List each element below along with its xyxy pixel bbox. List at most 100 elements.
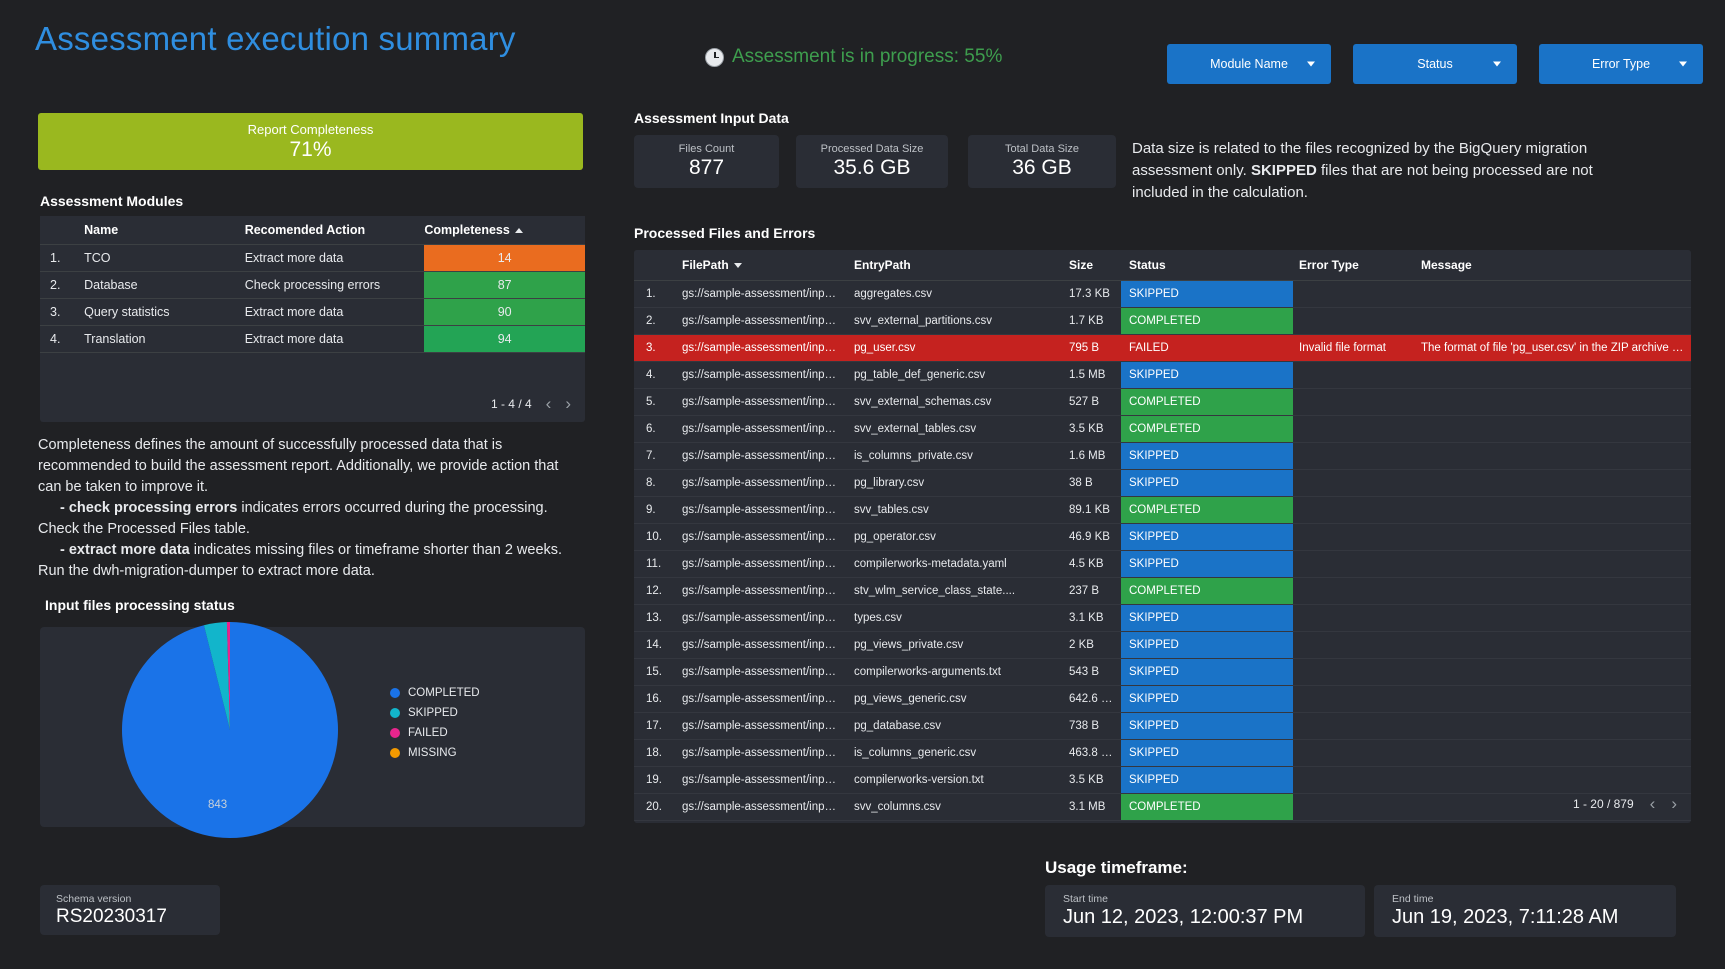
table-row[interactable]: 11. gs://sample-assessment/input... compil… — [634, 550, 1691, 578]
table-row[interactable]: 19. gs://sample-assessment/input... compil… — [634, 766, 1691, 794]
filter-status[interactable]: Status — [1353, 44, 1517, 84]
table-row[interactable]: 12. gs://sample-assessment/input... stv_wl… — [634, 577, 1691, 605]
file-index: 10. — [634, 523, 676, 551]
table-row[interactable]: 1. gs://sample-assessment/input... aggrega… — [634, 280, 1691, 308]
file-size: 3.1 KB — [1063, 604, 1121, 632]
table-row[interactable]: 5. gs://sample-assessment/input... svv_ext… — [634, 388, 1691, 416]
table-row[interactable]: 9. gs://sample-assessment/input... svv_tab… — [634, 496, 1691, 524]
page-title: Assessment execution summary — [35, 20, 516, 57]
module-completeness: 14 — [424, 244, 585, 272]
filter-module-name-label: Module Name — [1210, 57, 1288, 71]
table-row[interactable]: 13. gs://sample-assessment/input... types.… — [634, 604, 1691, 632]
filter-module-name[interactable]: Module Name — [1167, 44, 1331, 84]
files-col-message[interactable]: Message — [1415, 250, 1691, 281]
file-message — [1415, 361, 1691, 389]
file-entry-path: svv_columns.csv — [848, 793, 1063, 821]
status-badge: SKIPPED — [1121, 740, 1293, 766]
file-size: 2 KB — [1063, 631, 1121, 659]
file-error-type — [1293, 307, 1415, 335]
file-error-type — [1293, 658, 1415, 686]
table-row[interactable]: 2. gs://sample-assessment/input... svv_ext… — [634, 307, 1691, 335]
file-error-type — [1293, 469, 1415, 497]
file-path: gs://sample-assessment/input... — [676, 793, 848, 821]
files-col-filepath[interactable]: FilePath — [676, 250, 848, 281]
modules-col-completeness-label: Completeness — [424, 223, 510, 237]
legend-label: COMPLETED — [408, 687, 480, 699]
modules-col-completeness[interactable]: Completeness — [424, 216, 585, 245]
table-row[interactable]: 17. gs://sample-assessment/input... pg_dat… — [634, 712, 1691, 740]
table-row[interactable]: 1. TCO Extract more data 14 — [40, 244, 585, 272]
files-col-entrypath[interactable]: EntryPath — [848, 250, 1063, 281]
file-path: gs://sample-assessment/input... — [676, 766, 848, 794]
modules-col-action[interactable]: Recomended Action — [238, 216, 425, 245]
file-error-type — [1293, 685, 1415, 713]
file-status: SKIPPED — [1121, 442, 1293, 470]
legend-item-failed[interactable]: FAILED — [390, 727, 480, 739]
file-entry-path: pg_views_generic.csv — [848, 685, 1063, 713]
file-entry-path: is_columns_private.csv — [848, 442, 1063, 470]
table-row[interactable]: 7. gs://sample-assessment/input... is_colu… — [634, 442, 1691, 470]
assessment-modules-table: Name Recomended Action Completeness 1. TC… — [40, 216, 585, 422]
file-error-type — [1293, 496, 1415, 524]
file-path: gs://sample-assessment/input... — [676, 658, 848, 686]
table-row[interactable]: 16. gs://sample-assessment/input... pg_vie… — [634, 685, 1691, 713]
table-row[interactable]: 6. gs://sample-assessment/input... svv_ext… — [634, 415, 1691, 443]
files-col-status[interactable]: Status — [1121, 250, 1293, 281]
file-message — [1415, 442, 1691, 470]
filter-error-type[interactable]: Error Type — [1539, 44, 1703, 84]
files-col-size[interactable]: Size — [1063, 250, 1121, 281]
metric-total-data-size: Total Data Size 36 GB — [968, 135, 1116, 188]
data-size-note-part1: Data size is related to the files recogn… — [1132, 140, 1588, 179]
files-pager-range: 1 - 20 / 879 — [1572, 797, 1634, 811]
modules-col-index — [40, 216, 79, 245]
start-time-card: Start time Jun 12, 2023, 12:00:37 PM — [1045, 885, 1365, 937]
files-col-error-type[interactable]: Error Type — [1293, 250, 1415, 281]
table-row[interactable]: 4. Translation Extract more data 94 — [40, 325, 585, 353]
legend-item-completed[interactable]: COMPLETED — [390, 687, 480, 699]
table-row[interactable]: 3. Query statistics Extract more data 90 — [40, 298, 585, 326]
table-row[interactable]: 20. gs://sample-assessment/input... svv_co… — [634, 793, 1691, 821]
pie-slice-skipped[interactable] — [203, 622, 230, 730]
table-row[interactable]: 15. gs://sample-assessment/input... compil… — [634, 658, 1691, 686]
legend-item-missing[interactable]: MISSING — [390, 747, 480, 759]
file-status: SKIPPED — [1121, 739, 1293, 767]
status-badge: SKIPPED — [1121, 551, 1293, 577]
file-message — [1415, 550, 1691, 578]
table-row[interactable]: 4. gs://sample-assessment/input... pg_tabl… — [634, 361, 1691, 389]
end-time-card: End time Jun 19, 2023, 7:11:28 AM — [1374, 885, 1676, 937]
file-path: gs://sample-assessment/input... — [676, 496, 848, 524]
file-index: 14. — [634, 631, 676, 659]
file-size: 4.5 KB — [1063, 550, 1121, 578]
next-page-icon[interactable]: › — [565, 394, 571, 413]
data-size-note-bold: SKIPPED — [1250, 162, 1317, 179]
module-action: Check processing errors — [238, 271, 425, 299]
assessment-progress-banner: Assessment is in progress: 55% — [705, 46, 1002, 68]
file-status: SKIPPED — [1121, 658, 1293, 686]
file-size: 795 B — [1063, 334, 1121, 362]
modules-col-name[interactable]: Name — [78, 216, 239, 245]
pie-slice-failed[interactable] — [226, 622, 230, 730]
legend-item-skipped[interactable]: SKIPPED — [390, 707, 480, 719]
file-size: 38 B — [1063, 469, 1121, 497]
previous-page-icon[interactable]: ‹ — [545, 394, 552, 413]
explanation-bullet-1-rest: indicates errors occurred during the pro… — [38, 500, 548, 537]
previous-page-icon[interactable]: ‹ — [1649, 794, 1656, 813]
table-row[interactable]: 3. gs://sample-assessment/input... pg_user… — [634, 334, 1691, 362]
legend-label: MISSING — [408, 747, 457, 759]
table-row[interactable]: 10. gs://sample-assessment/input... pg_ope… — [634, 523, 1691, 551]
file-status: COMPLETED — [1121, 496, 1293, 524]
file-error-type — [1293, 631, 1415, 659]
metric-files-count-label: Files Count — [678, 143, 735, 155]
chevron-down-icon — [1679, 61, 1687, 67]
table-row[interactable]: 14. gs://sample-assessment/input... pg_vie… — [634, 631, 1691, 659]
table-row[interactable]: 18. gs://sample-assessment/input... is_col… — [634, 739, 1691, 767]
next-page-icon[interactable]: › — [1671, 794, 1677, 813]
file-error-type — [1293, 712, 1415, 740]
table-row[interactable]: 2. Database Check processing errors 87 — [40, 271, 585, 299]
explanation-bullet-1-bold: - check processing errors — [60, 500, 238, 516]
file-status: FAILED — [1121, 334, 1293, 362]
table-row[interactable]: 8. gs://sample-assessment/input... pg_libr… — [634, 469, 1691, 497]
file-index: 3. — [634, 334, 676, 362]
report-completeness-label: Report Completeness — [247, 121, 374, 137]
file-message — [1415, 496, 1691, 524]
